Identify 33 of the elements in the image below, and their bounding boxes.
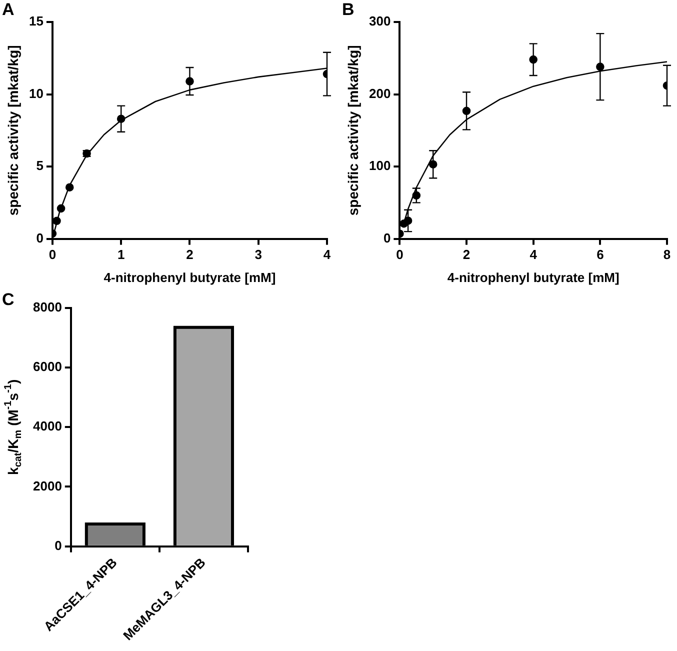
y-tick-label: 10: [28, 86, 44, 101]
point: [56, 204, 66, 213]
x-tick-label: 2: [462, 247, 470, 262]
text: B: [342, 0, 354, 20]
text: C: [2, 290, 14, 310]
x-tick-label: 1: [117, 247, 125, 262]
y-tick-label: 300: [368, 14, 391, 29]
x-tick-label: 3: [254, 247, 262, 262]
text: kcat/Km (M-1s-1): [3, 379, 24, 475]
x-tick-label: 4: [323, 247, 332, 262]
x-tick-label: 2: [186, 247, 194, 262]
y-tick-label: 0: [54, 538, 62, 553]
y-tick-label: 0: [383, 230, 391, 246]
y-tick-label: 4000: [33, 418, 62, 434]
y-tick-label: 15: [28, 14, 44, 29]
x-axis-title: 4-nitrophenyl butyrate [mM]: [447, 270, 620, 285]
text: A: [2, 0, 14, 20]
y-tick-label: 8000: [33, 300, 62, 315]
y-tick-label: 5: [36, 158, 44, 174]
y-axis-title: specific activity [mkat/kg]: [344, 45, 361, 216]
y-tick-label: 2000: [33, 478, 62, 494]
x-tick-label: 6: [596, 247, 604, 262]
x-tick-label: 8: [663, 247, 671, 262]
y-tick-label: 200: [368, 86, 391, 101]
x-tick-label: 0: [396, 247, 404, 262]
y-tick-label: 100: [368, 158, 391, 174]
y-axis-title: specific activity [mkat/kg]: [4, 45, 21, 216]
y-tick-label: 0: [36, 230, 44, 246]
x-axis-title: 4-nitrophenyl butyrate [mM]: [104, 270, 276, 285]
x-tick-label: 4: [530, 247, 538, 262]
point: [52, 216, 61, 226]
y-tick-label: 6000: [33, 359, 62, 374]
point: [65, 183, 74, 192]
